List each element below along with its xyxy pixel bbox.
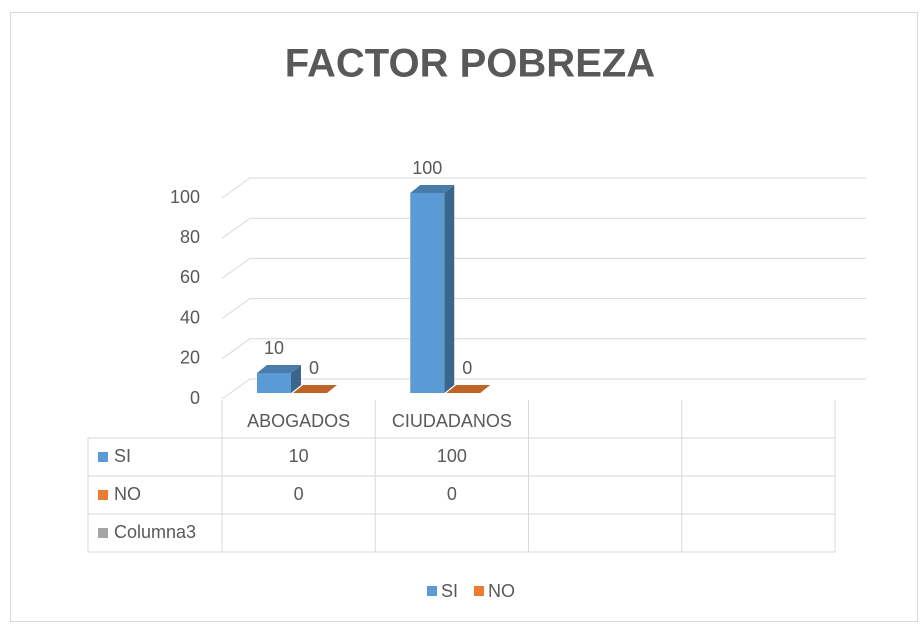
table-legend-key: [98, 528, 108, 538]
bar: [446, 385, 491, 393]
data-label: 100: [412, 158, 442, 178]
legend-key: [474, 586, 485, 596]
y-tick-label: 60: [180, 267, 200, 287]
grid-line: [221, 338, 866, 360]
chart-border: [10, 12, 918, 622]
bar-face: [446, 385, 491, 393]
bar-face: [257, 365, 301, 373]
data-label: 0: [309, 358, 319, 378]
bar: [410, 185, 455, 393]
table-legend-key: [98, 490, 108, 500]
table-legend-key: [98, 452, 108, 462]
table-value: 100: [437, 446, 467, 466]
grid-line: [221, 378, 866, 400]
legend-label: NO: [488, 581, 515, 601]
bar-face: [291, 365, 301, 393]
bar-face: [444, 185, 455, 393]
bar-face: [410, 185, 455, 193]
table-value: 10: [289, 446, 309, 466]
category-label: ABOGADOS: [247, 411, 350, 431]
bar-face: [410, 193, 445, 393]
legend-key: [427, 586, 437, 596]
y-tick-label: 0: [190, 388, 200, 408]
y-tick-label: 80: [180, 227, 200, 247]
bar-face: [293, 385, 337, 393]
grid-line: [221, 217, 866, 239]
grid-line: [221, 298, 866, 320]
table-value: 0: [447, 484, 457, 504]
table-value: 0: [294, 484, 304, 504]
grid-line: [221, 257, 866, 279]
bar: [293, 385, 337, 393]
table-series-name: Columna3: [114, 522, 196, 542]
data-label: 0: [462, 358, 472, 378]
grid-line: [221, 177, 866, 199]
bar: [257, 365, 301, 393]
y-tick-label: 100: [170, 187, 200, 207]
y-tick-label: 40: [180, 307, 200, 327]
chart-title: FACTOR POBREZA: [285, 42, 655, 86]
table-series-name: SI: [114, 446, 131, 466]
category-label: CIUDADANOS: [392, 411, 512, 431]
table-series-name: NO: [114, 484, 141, 504]
bar-face: [257, 373, 291, 393]
legend-label: SI: [441, 581, 458, 601]
data-label: 10: [264, 338, 284, 358]
y-tick-label: 20: [180, 348, 200, 368]
